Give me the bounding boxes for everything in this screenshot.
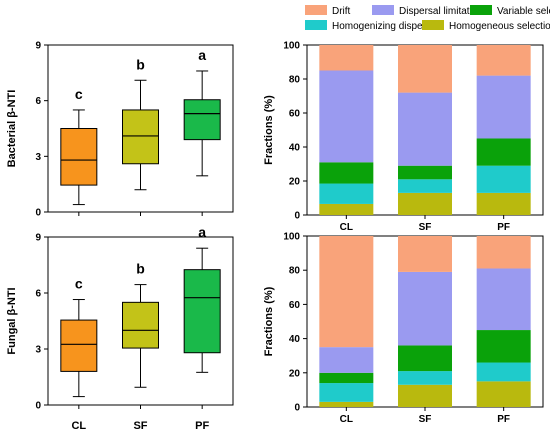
significance-letter: a: [198, 224, 206, 240]
y-tick-label: 60: [289, 300, 301, 311]
y-tick-label: 20: [289, 368, 301, 379]
bar-segment-homogenizing-dispersal: [319, 383, 374, 402]
legend-label: Homogeneous selection: [449, 21, 550, 32]
bacterial-stacked-bar-panel: 0 20 40 60 80 100 Fractions (%) CL SF PF: [263, 41, 544, 233]
bar-segment-homogenizing-dispersal: [398, 179, 452, 193]
y-tick-label: 0: [294, 211, 300, 222]
y-tick-label: 0: [294, 403, 300, 414]
fungal-box-panel: 0 3 6 9 Fungal β-NTI c CL b SF a PF: [6, 224, 234, 432]
x-category-label: SF: [419, 414, 432, 425]
x-category-label: CL: [340, 414, 353, 425]
box-sf: [122, 109, 159, 165]
y-tick-label: 100: [283, 232, 300, 243]
bar-segment-variable-selection: [476, 330, 531, 363]
significance-letter: c: [75, 86, 83, 102]
x-category-label: CL: [71, 420, 86, 432]
box-sf: [122, 301, 159, 349]
bar-segment-homogeneous-selection: [319, 401, 374, 407]
legend: Drift Dispersal limitation Variable select…: [305, 5, 550, 32]
y-tick-label: 3: [35, 152, 41, 163]
legend-label: Drift: [332, 6, 351, 17]
y-tick-label: 6: [35, 289, 41, 300]
bar-segment-homogenizing-dispersal: [476, 165, 531, 193]
bar-segment-homogeneous-selection: [476, 192, 531, 215]
bar-segment-variable-selection: [319, 372, 374, 384]
y-tick-label: 60: [289, 109, 301, 120]
bar-segment-dispersal-limitation: [398, 92, 452, 166]
bar-segment-drift: [398, 45, 452, 93]
bar-segment-dispersal-limitation: [319, 347, 374, 373]
box-cl: [60, 128, 98, 186]
bar-segment-homogeneous-selection: [398, 192, 452, 215]
bar-segment-homogenizing-dispersal: [319, 183, 374, 204]
x-category-label: CL: [340, 222, 353, 233]
bar-segment-drift: [398, 236, 452, 272]
legend-swatch: [372, 5, 394, 15]
y-axis-label: Fractions (%): [263, 95, 275, 165]
significance-letter: b: [136, 56, 145, 72]
y-tick-label: 9: [35, 41, 41, 52]
y-tick-label: 0: [35, 401, 41, 412]
x-category-label: PF: [497, 222, 510, 233]
bacterial-box-panel: 0 3 6 9 Bacterial β-NTI c b a: [6, 41, 234, 219]
y-tick-label: 6: [35, 96, 41, 107]
bar-segment-drift: [319, 236, 374, 348]
y-axis-label: Bacterial β-NTI: [6, 90, 18, 168]
bar-segment-variable-selection: [476, 138, 531, 166]
box-cl: [60, 319, 98, 372]
y-axis-label: Fungal β-NTI: [6, 287, 18, 354]
legend-swatch: [422, 20, 444, 30]
bar-segment-variable-selection: [398, 165, 452, 180]
bar-segment-homogeneous-selection: [319, 203, 374, 215]
legend-swatch: [305, 20, 327, 30]
significance-letter: c: [75, 276, 83, 292]
significance-letter: a: [198, 47, 206, 63]
bar-segment-drift: [319, 45, 374, 71]
y-tick-label: 40: [289, 334, 301, 345]
y-tick-label: 100: [283, 41, 300, 52]
y-tick-label: 0: [35, 208, 41, 219]
box-pf: [183, 99, 221, 141]
x-category-label: PF: [195, 420, 209, 432]
y-tick-label: 80: [289, 266, 301, 277]
y-tick-label: 9: [35, 233, 41, 244]
significance-letter: b: [136, 261, 145, 277]
legend-label: Dispersal limitation: [399, 6, 483, 17]
bar-segment-homogeneous-selection: [398, 384, 452, 407]
bar-segment-dispersal-limitation: [319, 70, 374, 163]
bar-segment-drift: [476, 236, 531, 269]
y-tick-label: 40: [289, 143, 301, 154]
x-category-label: PF: [497, 414, 510, 425]
y-tick-label: 3: [35, 345, 41, 356]
bar-segment-dispersal-limitation: [476, 75, 531, 139]
y-tick-label: 20: [289, 177, 301, 188]
box-pf: [183, 269, 221, 354]
fungal-stacked-bar-panel: 0 20 40 60 80 100 Fractions (%) CL SF PF: [263, 232, 544, 425]
legend-swatch: [470, 5, 492, 15]
x-category-label: SF: [133, 420, 147, 432]
y-tick-label: 80: [289, 75, 301, 86]
bar-segment-dispersal-limitation: [398, 271, 452, 346]
bar-segment-homogeneous-selection: [476, 381, 531, 407]
legend-label: Homogenizing dispersal: [332, 21, 439, 32]
bar-segment-homogenizing-dispersal: [398, 371, 452, 385]
x-category-label: SF: [419, 222, 432, 233]
legend-label: Variable selection: [497, 6, 550, 17]
bar-segment-variable-selection: [398, 345, 452, 372]
legend-swatch: [305, 5, 327, 15]
bar-segment-homogenizing-dispersal: [476, 362, 531, 382]
y-axis-label: Fractions (%): [263, 286, 275, 356]
bar-segment-drift: [476, 45, 531, 76]
bar-segment-dispersal-limitation: [476, 268, 531, 331]
bar-segment-variable-selection: [319, 162, 374, 184]
